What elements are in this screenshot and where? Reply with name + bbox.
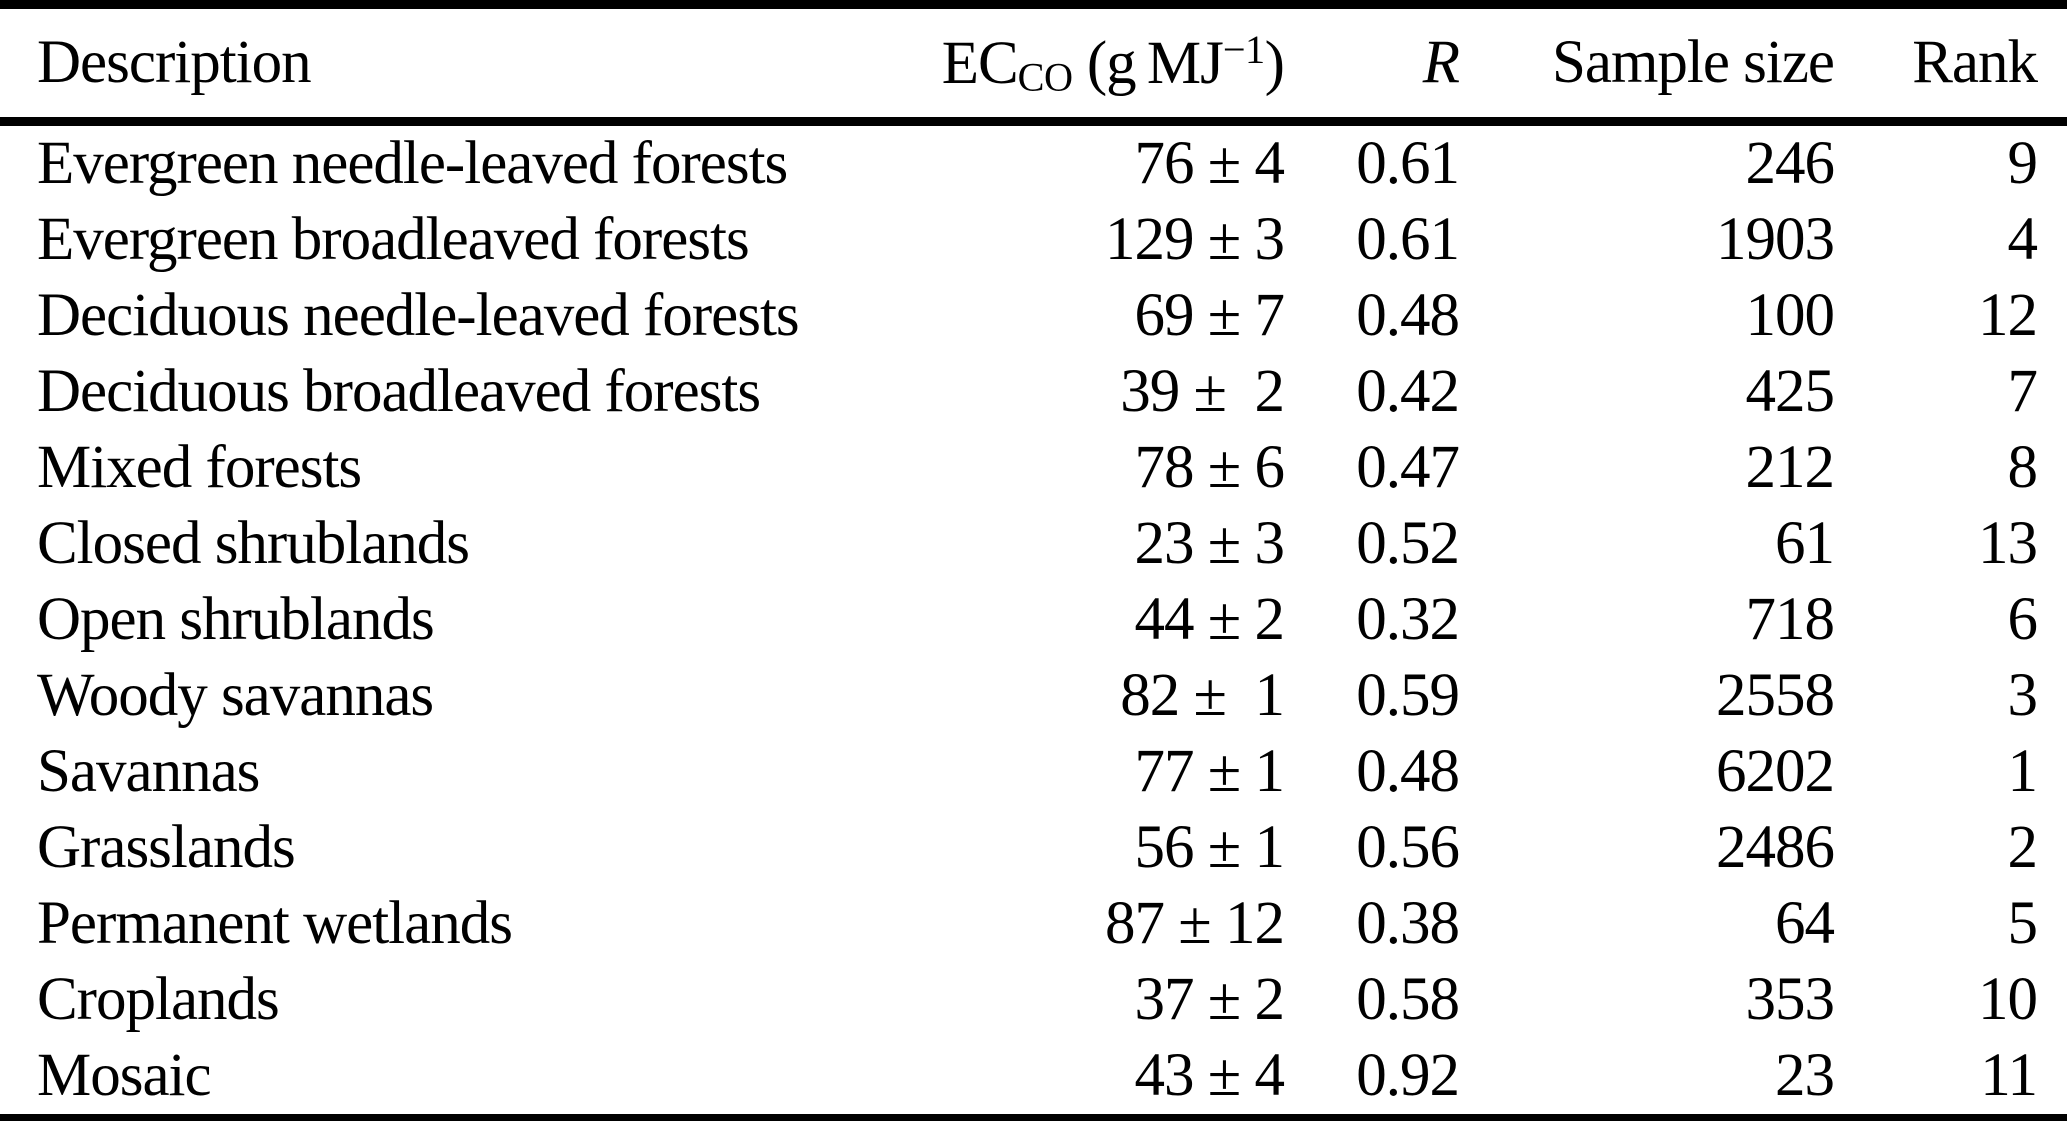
cell-sample-size: 61 bbox=[1775, 510, 1835, 577]
cell-sample-size: 2486 bbox=[1716, 814, 1835, 881]
table-row: Woody savannas 82 ± 1 0.59 2558 3 bbox=[0, 658, 2067, 734]
cell-rank: 7 bbox=[2007, 358, 2039, 425]
cell-sample-size: 425 bbox=[1745, 358, 1836, 425]
cell-sample-size: 23 bbox=[1775, 1042, 1835, 1109]
cell-sample-size: 353 bbox=[1745, 966, 1836, 1033]
table-row: Grasslands 56 ± 1 0.56 2486 2 bbox=[0, 810, 2067, 886]
cell-r: 0.48 bbox=[1356, 282, 1460, 349]
table-row: Open shrublands 44 ± 2 0.32 718 6 bbox=[0, 582, 2067, 658]
table-row: Mixed forests 78 ± 6 0.47 212 8 bbox=[0, 430, 2067, 506]
cell-ec: 87 ± 12 bbox=[1105, 890, 1285, 957]
cell-rank: 11 bbox=[1980, 1042, 2038, 1109]
cell-sample-size: 212 bbox=[1745, 434, 1836, 501]
cell-r: 0.58 bbox=[1356, 966, 1460, 1033]
cell-description: Mosaic bbox=[37, 1042, 212, 1109]
cell-ec: 76 ± 4 bbox=[1134, 130, 1285, 197]
cell-ec: 39 ± 2 bbox=[1120, 358, 1285, 425]
table-row: Savannas 77 ± 1 0.48 6202 1 bbox=[0, 734, 2067, 810]
cell-rank: 8 bbox=[2007, 434, 2039, 501]
col-header-description: Description bbox=[0, 4, 840, 126]
ec-header-exponent: −1 bbox=[1222, 26, 1265, 72]
cell-description: Closed shrublands bbox=[37, 510, 470, 577]
cell-ec: 23 ± 3 bbox=[1134, 510, 1285, 577]
cell-description: Savannas bbox=[37, 738, 260, 805]
cell-ec: 77 ± 1 bbox=[1134, 738, 1285, 805]
table-row: Closed shrublands 23 ± 3 0.52 61 13 bbox=[0, 506, 2067, 582]
cell-rank: 9 bbox=[2007, 130, 2039, 197]
ec-header-unit-close: ) bbox=[1264, 29, 1285, 97]
table-row: Mosaic 43 ± 4 0.92 23 11 bbox=[0, 1038, 2067, 1118]
cell-sample-size: 246 bbox=[1745, 130, 1836, 197]
cell-r: 0.61 bbox=[1356, 130, 1460, 197]
table-row: Permanent wetlands 87 ± 12 0.38 64 5 bbox=[0, 886, 2067, 962]
cell-description: Evergreen needle-leaved forests bbox=[37, 130, 788, 197]
cell-r: 0.48 bbox=[1356, 738, 1460, 805]
cell-sample-size: 1903 bbox=[1716, 206, 1835, 273]
table-row: Croplands 37 ± 2 0.58 353 10 bbox=[0, 962, 2067, 1038]
cell-r: 0.92 bbox=[1356, 1042, 1460, 1109]
cell-description: Grasslands bbox=[37, 814, 296, 881]
ec-header-base: EC bbox=[941, 29, 1019, 97]
cell-ec: 82 ± 1 bbox=[1120, 662, 1285, 729]
table-row: Evergreen needle-leaved forests 76 ± 4 0… bbox=[0, 122, 2067, 203]
col-header-ec: ECCO (g MJ−1) bbox=[840, 4, 1285, 126]
cell-r: 0.32 bbox=[1356, 586, 1460, 653]
col-header-r: R bbox=[1285, 4, 1460, 126]
ec-header-subscript: CO bbox=[1017, 54, 1073, 100]
table-row: Deciduous needle-leaved forests 69 ± 7 0… bbox=[0, 278, 2067, 354]
header-row: Description ECCO (g MJ−1) R Sample size … bbox=[0, 4, 2067, 126]
cell-r: 0.61 bbox=[1356, 206, 1460, 273]
cell-r: 0.38 bbox=[1356, 890, 1460, 957]
cell-description: Croplands bbox=[37, 966, 280, 1033]
cell-description: Permanent wetlands bbox=[37, 890, 513, 957]
table-row: Evergreen broadleaved forests 129 ± 3 0.… bbox=[0, 202, 2067, 278]
cell-r: 0.42 bbox=[1356, 358, 1460, 425]
cell-rank: 10 bbox=[1978, 966, 2038, 1033]
table-row: Deciduous broadleaved forests 39 ± 2 0.4… bbox=[0, 354, 2067, 430]
cell-rank: 1 bbox=[2007, 738, 2039, 805]
cell-ec: 43 ± 4 bbox=[1134, 1042, 1285, 1109]
cell-ec: 44 ± 2 bbox=[1134, 586, 1285, 653]
cell-r: 0.56 bbox=[1356, 814, 1460, 881]
cell-rank: 4 bbox=[2007, 206, 2039, 273]
cell-rank: 13 bbox=[1978, 510, 2038, 577]
cell-rank: 12 bbox=[1978, 282, 2038, 349]
cell-sample-size: 64 bbox=[1775, 890, 1835, 957]
cell-description: Evergreen broadleaved forests bbox=[37, 206, 750, 273]
cell-r: 0.47 bbox=[1356, 434, 1460, 501]
cell-rank: 5 bbox=[2007, 890, 2039, 957]
cell-description: Open shrublands bbox=[37, 586, 435, 653]
cell-sample-size: 2558 bbox=[1716, 662, 1835, 729]
cell-ec: 78 ± 6 bbox=[1134, 434, 1285, 501]
cell-ec: 69 ± 7 bbox=[1134, 282, 1285, 349]
cell-description: Deciduous broadleaved forests bbox=[37, 358, 761, 425]
col-header-rank: Rank bbox=[1835, 4, 2067, 126]
cell-description: Woody savannas bbox=[37, 662, 434, 729]
cell-r: 0.52 bbox=[1356, 510, 1460, 577]
ec-header-unit-open: (g MJ bbox=[1072, 29, 1224, 97]
cell-description: Mixed forests bbox=[37, 434, 362, 501]
cell-ec: 129 ± 3 bbox=[1105, 206, 1285, 273]
col-header-sample-size: Sample size bbox=[1460, 4, 1835, 126]
cell-r: 0.59 bbox=[1356, 662, 1460, 729]
cell-rank: 6 bbox=[2007, 586, 2039, 653]
cell-rank: 3 bbox=[2007, 662, 2039, 729]
cell-sample-size: 718 bbox=[1745, 586, 1836, 653]
cell-description: Deciduous needle-leaved forests bbox=[37, 282, 800, 349]
cell-sample-size: 6202 bbox=[1716, 738, 1835, 805]
cell-ec: 37 ± 2 bbox=[1134, 966, 1285, 1033]
cell-sample-size: 100 bbox=[1745, 282, 1836, 349]
cell-rank: 2 bbox=[2007, 814, 2039, 881]
cell-ec: 56 ± 1 bbox=[1134, 814, 1285, 881]
